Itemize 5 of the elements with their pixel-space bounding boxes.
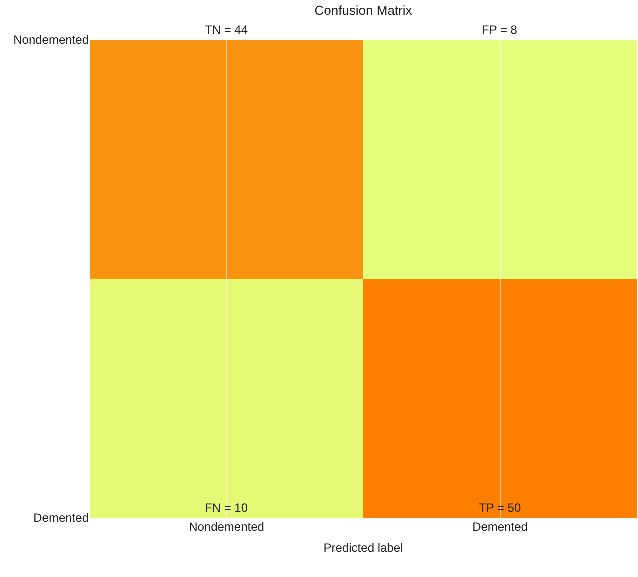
data-label: FP = 8	[482, 23, 518, 37]
data-label: TN = 44	[205, 23, 248, 37]
data-label: FN = 10	[205, 501, 248, 515]
x-axis-title: Predicted label	[324, 540, 404, 555]
chart-title: Confusion Matrix	[314, 3, 413, 18]
